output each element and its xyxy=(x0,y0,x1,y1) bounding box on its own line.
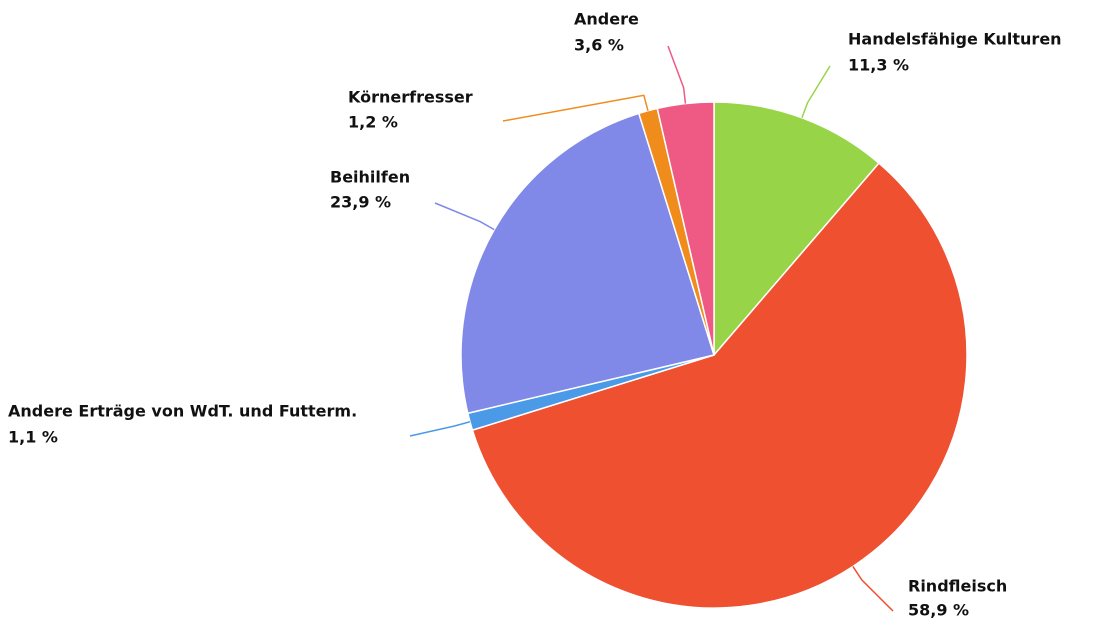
slice-label: Andere Erträge von WdT. und Futterm. xyxy=(8,402,357,421)
pie-slice xyxy=(656,101,715,356)
label-connector xyxy=(801,65,831,119)
slice-value-label: 3,6 % xyxy=(574,36,624,55)
pie-slice xyxy=(471,162,968,609)
label-connector xyxy=(852,566,894,612)
slice-value-label: 11,3 % xyxy=(848,56,909,75)
slice-value-label: 1,2 % xyxy=(348,113,398,132)
slice-label: Körnerfresser xyxy=(348,88,473,107)
slice-label: Beihilfen xyxy=(330,168,410,187)
slice-label: Handelsfähige Kulturen xyxy=(848,30,1062,49)
label-connector xyxy=(409,421,471,437)
label-connector xyxy=(667,45,687,104)
label-connector xyxy=(434,202,495,231)
label-connector xyxy=(502,94,649,122)
slice-label: Rindfleisch xyxy=(908,577,1007,596)
slice-value-label: 23,9 % xyxy=(330,193,391,212)
slice-label: Andere xyxy=(574,10,639,29)
slice-value-label: 1,1 % xyxy=(8,428,58,447)
slice-value-label: 58,9 % xyxy=(908,601,969,620)
pie-slice xyxy=(460,112,715,415)
